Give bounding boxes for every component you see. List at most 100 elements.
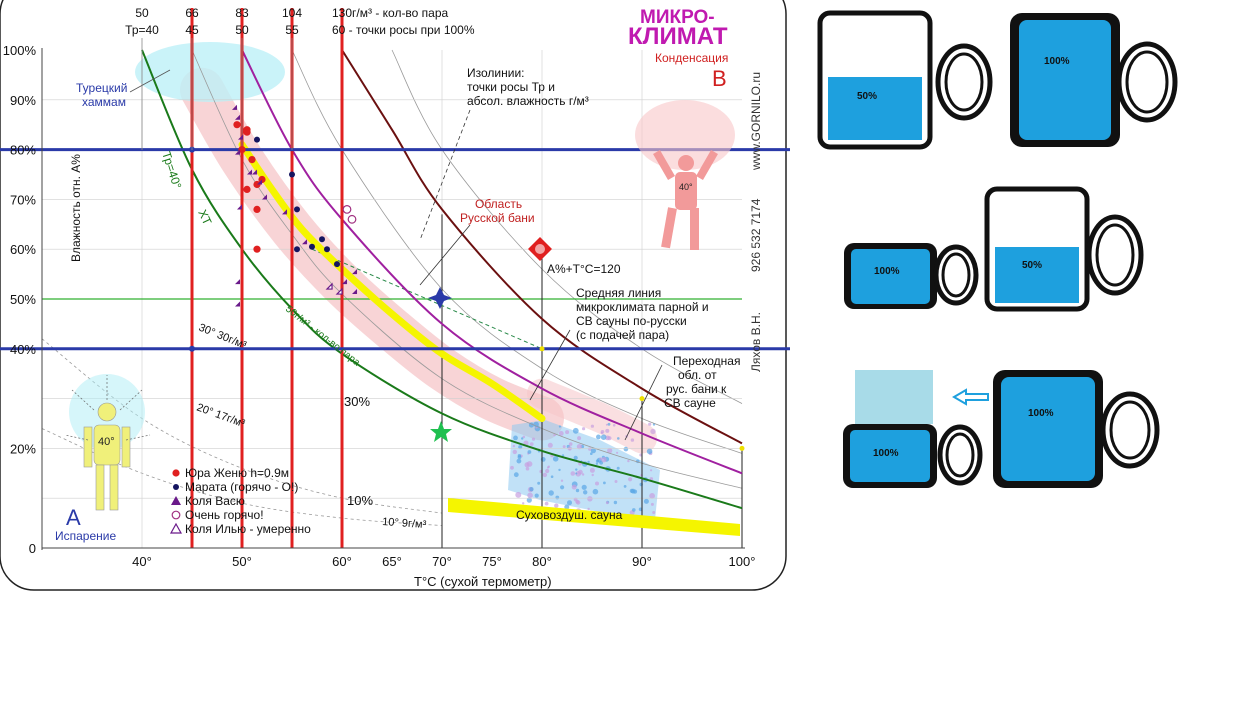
speckle-dot — [510, 465, 514, 470]
y-tick-label: 50% — [10, 292, 36, 307]
point-circle — [243, 185, 251, 193]
point-dot — [294, 246, 300, 253]
phone-label: 926 532 7174 — [749, 198, 763, 272]
speckle-dot — [623, 446, 629, 452]
top-tick-amount: 66 — [185, 6, 199, 20]
cup-1-label: 50% — [857, 91, 877, 102]
turkish-label-1: Турецкий — [76, 81, 127, 95]
speckle-dot — [595, 462, 599, 465]
speckle-dot — [537, 481, 541, 485]
speckle-dot — [605, 501, 609, 505]
turkish-leader — [129, 69, 171, 93]
speckle-dot — [582, 427, 586, 431]
speckle-dot — [628, 477, 633, 482]
point-circle — [243, 128, 251, 136]
speckle-dot — [591, 473, 594, 477]
point-circle — [233, 121, 241, 129]
transition-leader — [624, 364, 663, 441]
label-10: 10% — [347, 493, 373, 508]
top-tick-dewpoint: 50 — [235, 23, 249, 37]
transition-label-4: СВ сауне — [664, 396, 716, 410]
y-tick-label: 80% — [10, 143, 36, 158]
point-triangle — [235, 149, 241, 155]
top-tick-amount: 83 — [235, 6, 249, 20]
point-triangle — [252, 169, 258, 175]
person-temp-left: 40° — [98, 436, 115, 448]
top-tick-amount: 104 — [282, 6, 302, 20]
speckle-dot — [578, 469, 583, 475]
speckle-dot — [522, 435, 526, 439]
x-tick-label: 70° — [432, 554, 452, 569]
isolines-label-3: абсол. влажность г/м³ — [467, 94, 589, 108]
point-dot — [294, 206, 300, 213]
y-axis-label: Влажность отн. А% — [69, 154, 83, 262]
speckle-dot — [575, 472, 578, 475]
condensation-label: Конденсация — [655, 51, 728, 65]
top-tick-dewpoint: Тр=40 — [125, 23, 159, 37]
speckle-dot — [544, 501, 549, 506]
speckle-dot — [568, 442, 573, 446]
speckle-dot — [564, 504, 570, 510]
point-circle-open — [171, 510, 181, 520]
speckle-dot — [650, 469, 653, 472]
point-circle-open — [347, 214, 357, 224]
speckle-dot — [577, 436, 582, 441]
cup-4: 50% — [984, 186, 1144, 312]
isoline — [291, 49, 743, 454]
point-triangle-open — [325, 282, 333, 290]
point-triangle — [257, 179, 263, 185]
cup-5: 100% — [843, 370, 983, 488]
speckle-dot — [630, 438, 635, 442]
cup-3-label: 100% — [874, 266, 900, 277]
speckle-dot — [542, 472, 548, 478]
top-tick-amount: 50 — [135, 6, 149, 20]
speckle-dot — [587, 460, 590, 464]
website-label: www.GORNILO.ru — [749, 72, 763, 171]
cup-2: 100% — [1010, 13, 1178, 147]
cup-2-label: 100% — [1044, 56, 1070, 67]
arrow-left-icon — [952, 388, 989, 406]
speckle-dot — [570, 471, 576, 476]
speckle-dot — [650, 502, 654, 506]
humidity-horizontals — [0, 146, 790, 451]
legend-label: Юра Женю h=0.9м — [185, 466, 289, 480]
speckle-dot — [524, 462, 530, 468]
point-triangle-open — [335, 287, 343, 295]
sum-label: А%+Т°С=120 — [547, 262, 621, 276]
speckle-dot — [605, 428, 610, 433]
speckle-dot — [592, 488, 599, 495]
speckle-dot — [623, 485, 627, 488]
cup-1: 50% — [817, 10, 993, 150]
speckle-dot — [649, 477, 654, 481]
speckle-dot — [650, 428, 656, 435]
label-a: А — [66, 505, 81, 530]
speckle-dot — [575, 499, 580, 504]
yellow-middle-line — [238, 141, 546, 422]
speckle-dot — [599, 457, 602, 460]
speckle-dot — [632, 508, 636, 512]
y-tick-label: 100% — [3, 43, 37, 58]
point-triangle — [352, 269, 358, 275]
cup-4-label: 50% — [1022, 260, 1042, 271]
cup-5-label: 100% — [873, 448, 899, 459]
label-b: В — [712, 66, 727, 91]
y-tick-label: 70% — [10, 192, 36, 207]
speckle-dot — [522, 502, 525, 505]
isolines-leader — [419, 109, 471, 241]
point-triangle-open — [169, 522, 183, 534]
speckle-dot — [603, 481, 606, 485]
top-tick-dewpoint: 45 — [185, 23, 199, 37]
point-triangle — [352, 289, 358, 295]
cup-6-label: 100% — [1028, 408, 1054, 419]
dry-sauna-label: Суховоздуш. сауна — [516, 508, 623, 522]
iso10-label: 10° 9г/м³ — [382, 516, 427, 531]
legend-label: Коля Илью - умеренно — [185, 522, 311, 536]
speckle-dot — [595, 481, 599, 486]
speckle-dot — [587, 496, 593, 502]
evaporation-label: Испарение — [55, 529, 116, 543]
speckle-dot — [529, 487, 534, 492]
point-circle — [253, 245, 261, 253]
point-triangle — [282, 209, 288, 215]
speckle-dot — [512, 449, 517, 455]
point-triangle — [342, 279, 348, 285]
